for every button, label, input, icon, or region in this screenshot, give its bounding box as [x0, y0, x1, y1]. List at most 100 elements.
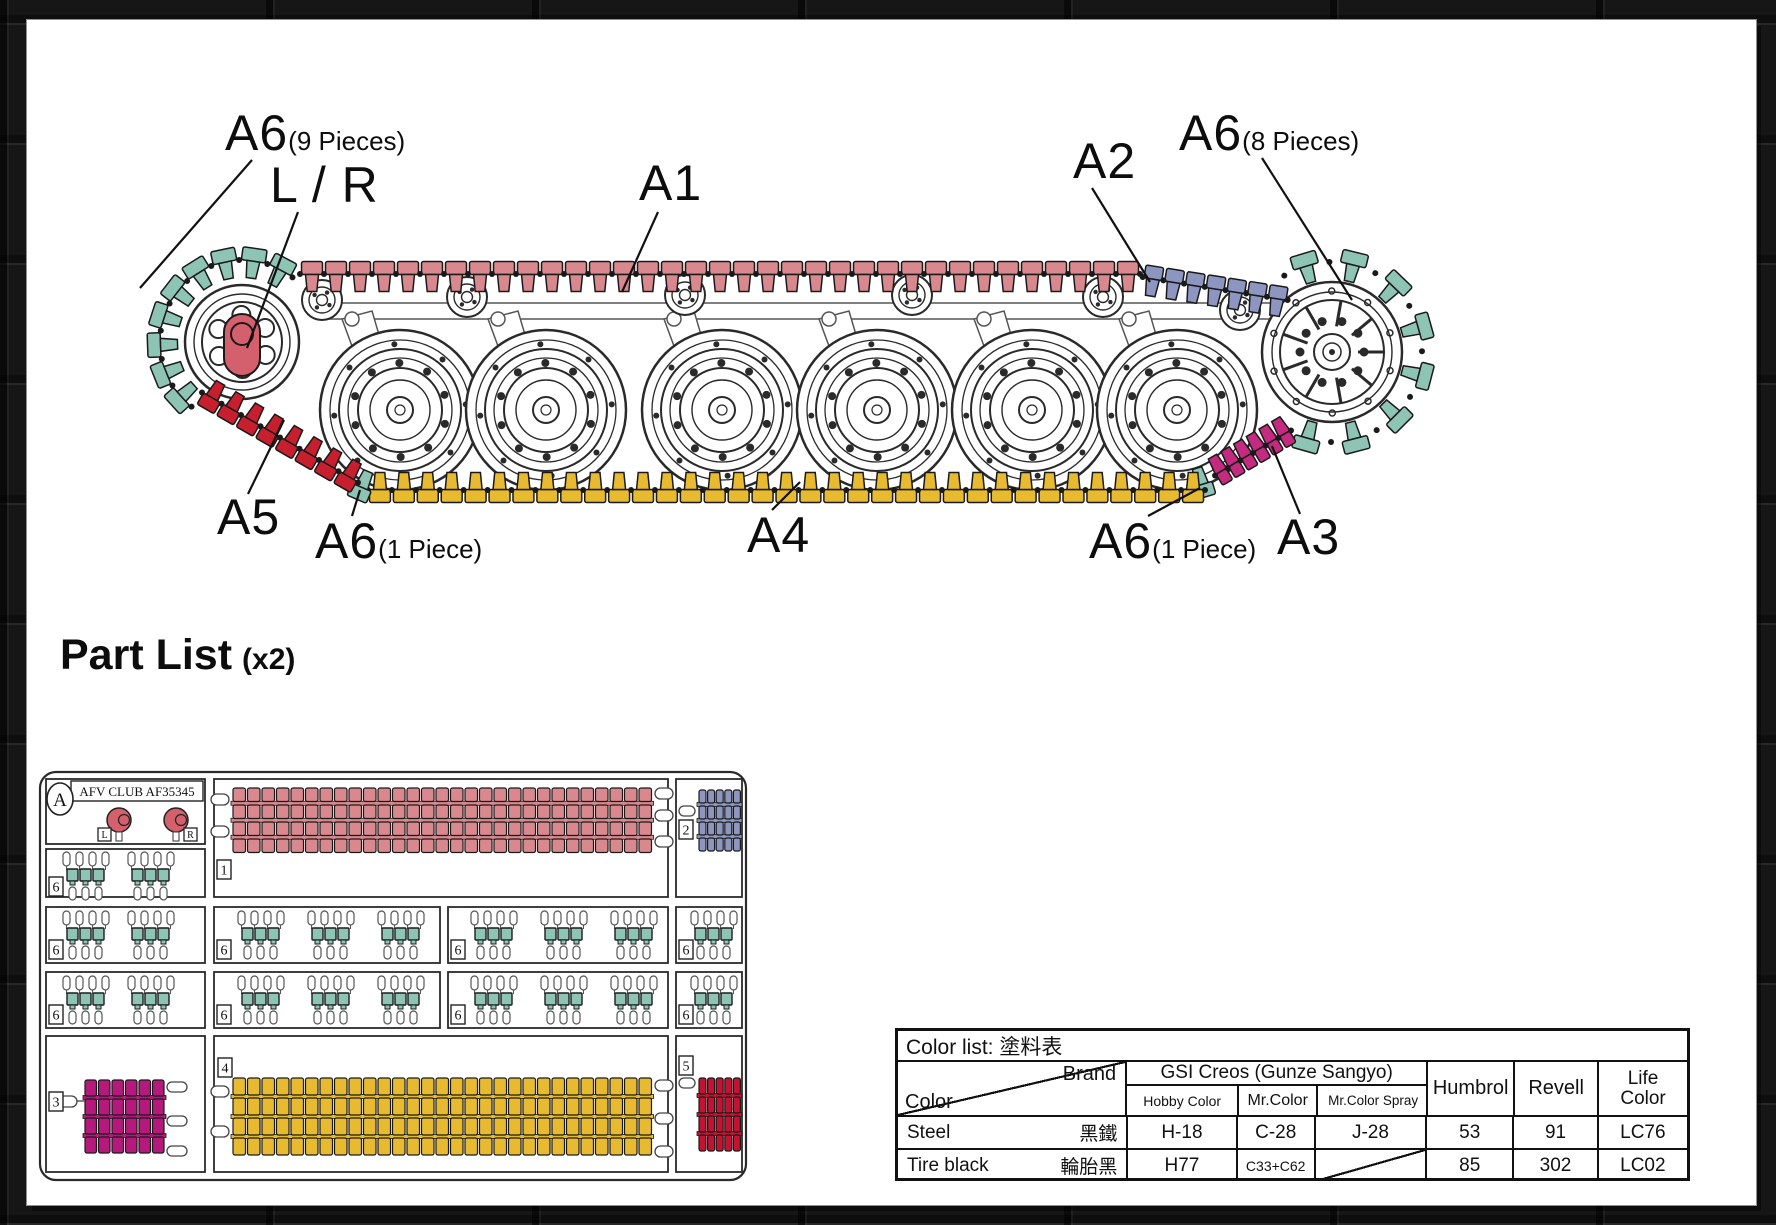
sprue-runner-2	[696, 789, 743, 852]
runner-number-label: 6	[216, 939, 232, 960]
callout-part: A6	[315, 513, 379, 569]
road-wheel	[464, 328, 628, 492]
part-list-title-text: Part List	[60, 631, 233, 679]
runner-number-label: 1	[216, 859, 232, 880]
road-wheel	[950, 328, 1114, 492]
steel-mr-color-spray: J-28	[1313, 1117, 1425, 1148]
teal-link-group	[377, 975, 425, 1025]
tire-hobby-color: H77	[1126, 1150, 1235, 1181]
road-wheel	[795, 328, 959, 492]
callout-part: A2	[1073, 133, 1137, 189]
runner-number-label: 6	[678, 1004, 694, 1025]
svg-text:AFV CLUB AF35345: AFV CLUB AF35345	[79, 784, 194, 799]
gsi-creos-header: GSI Creos (Gunze Sangyo)	[1127, 1062, 1427, 1086]
callout-qty: (1 Piece)	[378, 534, 483, 564]
teal-link-group	[307, 975, 355, 1025]
callout-part: A6	[225, 105, 289, 161]
cell-a6	[213, 906, 441, 964]
cell-a6	[45, 971, 206, 1029]
mr-color-header: Mr.Color	[1237, 1086, 1316, 1115]
callout-qty: (1 Piece)	[1152, 534, 1257, 564]
teal-link-group	[127, 910, 175, 960]
callout-part: A6	[1089, 513, 1153, 569]
teal-link-group	[237, 910, 285, 960]
callout-a3: A3	[1277, 512, 1340, 562]
teal-link-group	[127, 851, 175, 901]
cell-runner-4	[213, 1035, 669, 1173]
svg-text:L: L	[101, 830, 107, 841]
runner-number-label: 6	[48, 876, 64, 897]
tire-name-zh: 輪胎黑	[1060, 1157, 1118, 1178]
svg-text:6: 6	[53, 944, 60, 959]
callout-a6-right-single: A6 (1 Piece)	[1089, 516, 1256, 566]
callout-part: A6	[1179, 105, 1243, 161]
tire-mr-color-spray-empty	[1313, 1150, 1426, 1181]
sprue-runner-4	[230, 1077, 654, 1156]
steel-name-en: Steel	[907, 1121, 951, 1143]
callout-part: L / R	[270, 157, 379, 213]
cell-a6	[213, 971, 441, 1029]
svg-text:5: 5	[683, 1060, 690, 1075]
svg-text:6: 6	[221, 944, 228, 959]
runner-number-label: 6	[216, 1004, 232, 1025]
tire-name-en: Tire black	[907, 1154, 989, 1176]
runner-number-label: 6	[450, 1004, 466, 1025]
part-list-title: Part List (x2)	[60, 634, 295, 677]
teal-link-group	[62, 851, 110, 901]
runner-number-label: 2	[678, 819, 694, 840]
callout-a6-left-single: A6 (1 Piece)	[315, 516, 482, 566]
steel-mr-color: C-28	[1235, 1117, 1314, 1148]
steel-name-zh: 黑鐵	[1079, 1124, 1118, 1145]
teal-link-group	[127, 975, 175, 1025]
steel-row: Steel 黑鐵 H-18 C-28 J-28 53 91 LC76	[898, 1115, 1687, 1148]
corner-color-label: Color	[905, 1091, 953, 1113]
svg-text:4: 4	[222, 1062, 229, 1077]
runner-number-label: 6	[450, 939, 466, 960]
callout-a6-rear: A6 (8 Pieces)	[1179, 108, 1359, 158]
teal-link-group	[690, 975, 738, 1025]
svg-text:A: A	[53, 790, 67, 811]
svg-text:6: 6	[455, 1009, 462, 1024]
cell-a6	[447, 971, 669, 1029]
color-list-header-row: Brand Color GSI Creos (Gunze Sangyo) Hob…	[898, 1062, 1687, 1115]
steel-humbrol: 53	[1425, 1117, 1512, 1148]
road-wheel	[640, 328, 804, 492]
brand-color-corner-cell: Brand Color	[898, 1062, 1126, 1115]
track-section-a1	[297, 260, 1143, 293]
teal-link-group	[307, 910, 355, 960]
steel-hobby-color: H-18	[1126, 1117, 1235, 1148]
svg-text:1: 1	[221, 864, 228, 879]
callout-lr: L / R	[270, 160, 379, 210]
svg-text:6: 6	[455, 944, 462, 959]
cell-runner-3	[45, 1035, 206, 1173]
tire-revell: 302	[1512, 1150, 1596, 1181]
sprue-runner-3	[82, 1079, 167, 1154]
color-list-title: Color list: 塗料表	[898, 1031, 1687, 1062]
runner-number-label: 6	[48, 939, 64, 960]
life-color-header: Life Color	[1597, 1062, 1687, 1115]
idler-axle-part-lr	[223, 313, 261, 377]
color-list-table: Color list: 塗料表 Brand Color GSI Creos (G…	[895, 1028, 1690, 1181]
road-wheel	[1095, 328, 1259, 492]
runner-number-label: 4	[217, 1057, 233, 1078]
svg-text:6: 6	[221, 1009, 228, 1024]
gsi-creos-group: GSI Creos (Gunze Sangyo) Hobby Color Mr.…	[1125, 1062, 1428, 1115]
track-section-a6-rear-arc	[1281, 248, 1435, 455]
part-list-multiplier: (x2)	[242, 643, 296, 676]
sprue-letter-badge	[46, 782, 74, 816]
runner-number-label: 5	[678, 1055, 694, 1076]
sprue-runner-5	[696, 1077, 743, 1152]
callout-a4: A4	[747, 510, 810, 560]
tire-mr-color: C33+C62	[1235, 1150, 1314, 1181]
callout-qty: (8 Pieces)	[1242, 126, 1360, 156]
teal-link-group	[377, 910, 425, 960]
track-section-a6-front-arc	[146, 246, 298, 415]
track-section-a2	[1139, 264, 1291, 318]
teal-link-group	[540, 975, 588, 1025]
teal-link-group	[237, 975, 285, 1025]
callout-a5: A5	[217, 492, 280, 542]
mr-color-spray-header: Mr.Color Spray	[1316, 1086, 1428, 1115]
callout-leader-lines	[139, 157, 1353, 517]
teal-link-group	[470, 975, 518, 1025]
